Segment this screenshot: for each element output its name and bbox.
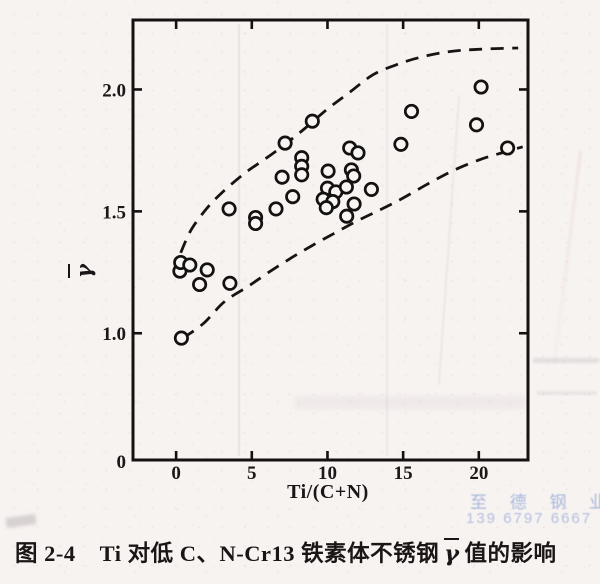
upper-envelope-curve <box>179 46 519 254</box>
x-tick-label: 20 <box>469 463 488 484</box>
figure-caption: 图 2-4 Ti 对低 C、N-Cr13 铁素体不锈钢 γ 值的影响 <box>15 536 590 568</box>
data-point <box>221 201 237 217</box>
data-point <box>182 257 198 273</box>
data-point <box>304 113 320 129</box>
data-point <box>277 135 293 151</box>
x-tick-label: 10 <box>318 463 337 484</box>
plot-border <box>131 18 530 462</box>
data-point <box>393 136 409 152</box>
data-point <box>403 103 420 119</box>
data-point <box>268 201 284 217</box>
figure-number: 图 2-4 <box>15 541 76 566</box>
watermark-company: 至 德 钢 业 <box>470 493 600 512</box>
y-tick-label: 1.0 <box>102 324 126 345</box>
data-point <box>294 167 310 183</box>
x-axis-label: Ti/(C+N) <box>287 481 369 503</box>
data-point <box>173 330 189 346</box>
data-point <box>285 189 301 205</box>
caption-text-after: 值的影响 <box>464 541 557 566</box>
x-tick-label: 5 <box>247 463 257 484</box>
data-point <box>320 163 336 179</box>
y-axis-label: γ <box>66 254 100 288</box>
data-point <box>248 215 264 232</box>
gamma-bar-symbol: γ <box>71 264 96 278</box>
data-point <box>346 168 362 184</box>
x-tick-label: 15 <box>394 463 413 484</box>
data-point <box>363 181 379 197</box>
data-point <box>222 275 238 291</box>
x-tick-label: 0 <box>171 463 181 484</box>
data-point <box>274 169 290 185</box>
data-point <box>199 262 215 278</box>
data-point <box>339 208 355 224</box>
lower-envelope-curve <box>182 145 524 340</box>
y-tick-label: 1.5 <box>102 202 126 223</box>
data-point <box>500 140 516 156</box>
data-point <box>473 79 489 95</box>
watermark-phone: 139 6797 6667 <box>466 510 593 527</box>
data-point <box>338 179 354 195</box>
scatter-chart-canvas: 0 5 10 15 20 1.0 1.5 2.0 0 <box>102 18 530 484</box>
y-tick-label: 2.0 <box>102 80 126 101</box>
data-point <box>318 200 334 216</box>
data-point <box>192 276 208 293</box>
data-point <box>468 117 485 133</box>
caption-text-before: Ti 对低 C、N-Cr13 铁素体不锈钢 <box>99 541 440 566</box>
y-origin-label: 0 <box>117 452 127 473</box>
data-point <box>346 196 362 212</box>
caption-gamma-bar: γ <box>444 538 460 567</box>
data-point <box>350 145 366 161</box>
